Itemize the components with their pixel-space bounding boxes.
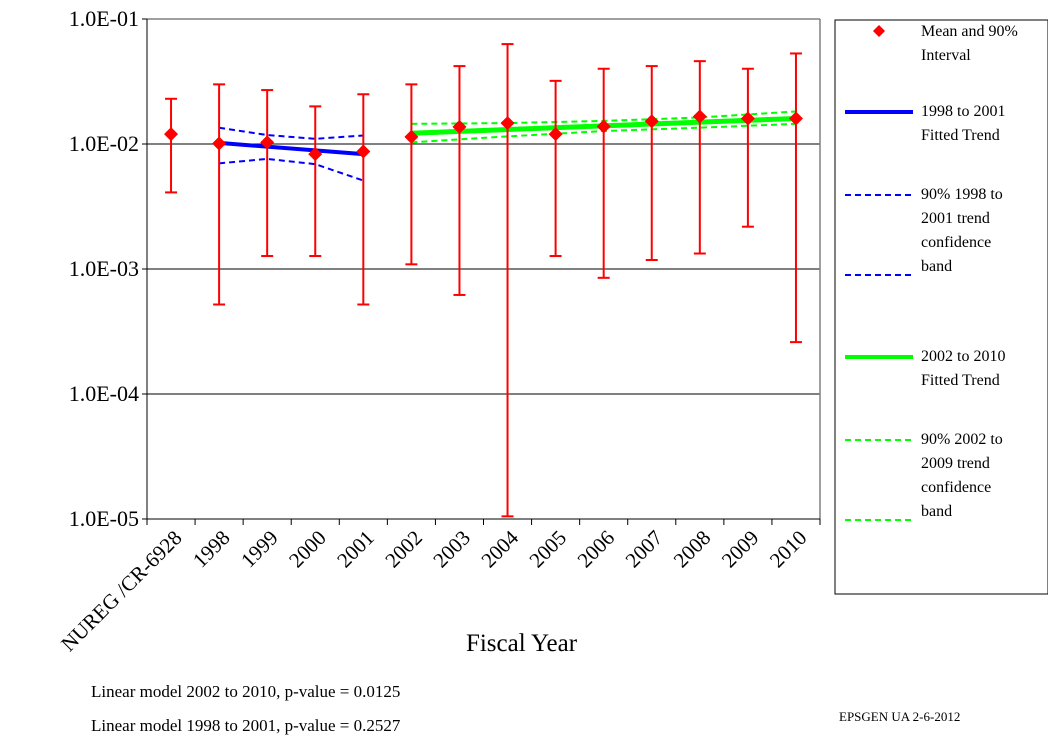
model-note-2002-2010: Linear model 2002 to 2010, p-value = 0.0…: [91, 682, 401, 701]
y-tick-label: 1.0E-01: [69, 6, 139, 31]
x-tick-label: 2001: [332, 526, 379, 573]
mean-point: [692, 109, 707, 124]
source-stamp: EPSGEN UA 2-6-2012: [839, 709, 961, 724]
x-tick-label: 2005: [524, 526, 571, 573]
x-tick-label: 2010: [765, 526, 812, 573]
legend-label: 2002 to 2010: [921, 348, 1005, 365]
mean-point: [356, 144, 371, 159]
legend-label: band: [921, 258, 952, 275]
y-tick-label: 1.0E-05: [69, 506, 139, 531]
mean-point: [644, 114, 659, 129]
legend-label: Fitted Trend: [921, 127, 1000, 144]
legend-box: [834, 19, 1048, 595]
x-tick-label: 2003: [428, 526, 475, 573]
x-tick-label: 2008: [669, 526, 716, 573]
mean-point: [740, 111, 755, 126]
mean-point: [500, 116, 515, 131]
mean-point: [260, 135, 275, 150]
x-tick-label: NUREG /CR-6928: [56, 526, 186, 656]
y-tick-label: 1.0E-03: [69, 256, 139, 281]
mean-point: [596, 119, 611, 134]
trend-1998-2001-band-lower: [219, 157, 364, 182]
legend-label: Fitted Trend: [921, 372, 1000, 389]
legend-label: 1998 to 2001: [921, 103, 1005, 120]
y-tick-label: 1.0E-02: [69, 131, 139, 156]
legend-label: confidence: [921, 479, 991, 496]
legend-marker-mean: [873, 25, 885, 37]
x-tick-label: 2007: [621, 526, 668, 573]
x-axis-title: Fiscal Year: [466, 630, 578, 657]
mean-point: [164, 127, 179, 142]
mean-point: [212, 136, 227, 151]
mean-point: [548, 127, 563, 142]
legend-label: band: [921, 503, 952, 520]
x-tick-label: 2002: [380, 526, 427, 573]
x-tick-label: 1999: [236, 526, 283, 573]
legend-label: 2009 trend: [921, 455, 990, 472]
trend-1998-2001-fitted-line: [218, 140, 364, 157]
mean-point: [452, 119, 467, 134]
legend-label: Interval: [921, 47, 971, 64]
trend-1998-2001-band-upper: [218, 126, 364, 140]
x-tick-label: 2000: [284, 526, 331, 573]
x-tick-label: 2009: [717, 526, 764, 573]
legend-label: 90% 1998 to: [921, 186, 1003, 203]
model-note-1998-2001: Linear model 1998 to 2001, p-value = 0.2…: [91, 716, 401, 735]
legend-label: Mean and 90%: [921, 23, 1018, 40]
x-tick-label: 2006: [573, 526, 620, 573]
legend-label: 2001 trend: [921, 210, 990, 227]
x-tick-label: 2004: [476, 525, 523, 572]
mean-point: [788, 111, 803, 126]
legend-label: confidence: [921, 234, 991, 251]
legend-label: 90% 2002 to: [921, 431, 1003, 448]
mean-point: [404, 129, 419, 144]
x-tick-label: 1998: [188, 526, 235, 573]
mean-point: [308, 147, 323, 162]
y-tick-label: 1.0E-04: [69, 381, 139, 406]
